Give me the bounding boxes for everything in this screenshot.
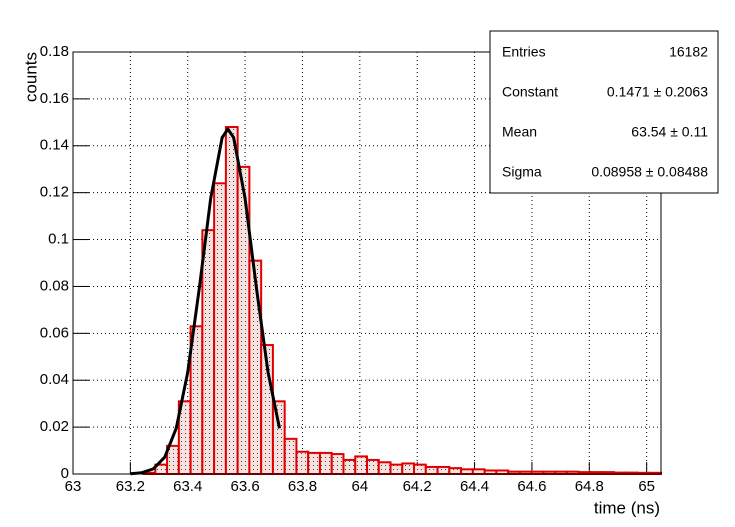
histogram-bar: [283, 437, 298, 476]
x-tick-label: 65: [638, 478, 655, 495]
fit-curve: [130, 127, 281, 476]
x-tick-label: 63: [65, 478, 82, 495]
y-tick-label: 0.12: [40, 184, 69, 201]
y-tick-label: 0.1: [48, 231, 69, 248]
histogram-bar: [248, 259, 263, 475]
y-tick-label: 0.16: [40, 90, 69, 107]
x-axis-title: time (ns): [594, 498, 660, 517]
histogram-bar: [342, 458, 357, 475]
stats-value: 0.08958 ± 0.08488: [591, 164, 708, 180]
histogram-bar: [483, 469, 498, 476]
histogram-bar: [307, 451, 321, 475]
histogram-bar: [366, 458, 380, 475]
x-tick-label: 64.8: [575, 478, 604, 495]
y-tick-label: 0.14: [40, 137, 69, 154]
y-tick-label: 0.04: [40, 371, 69, 388]
x-tick-label: 64.2: [403, 478, 432, 495]
histogram-bar: [436, 465, 451, 476]
stats-label: Mean: [502, 124, 537, 140]
x-tick-label: 63.6: [230, 478, 259, 495]
y-tick-label: 0.08: [40, 277, 69, 294]
stats-label: Sigma: [502, 164, 542, 180]
y-tick-label: 0.18: [40, 43, 69, 60]
histogram-bar: [471, 468, 486, 475]
x-tick-label: 64: [351, 478, 368, 495]
stats-label: Entries: [502, 44, 546, 60]
y-tick-label: 0.06: [40, 324, 69, 341]
histogram-bar: [401, 462, 416, 476]
histogram-bar: [318, 451, 333, 475]
y-tick-label: 0: [61, 465, 69, 482]
x-tick-label: 63.2: [116, 478, 145, 495]
histogram-bar: [448, 467, 463, 475]
histogram-bar: [213, 182, 227, 476]
histogram-bar: [424, 465, 439, 476]
x-tick-label: 63.8: [288, 478, 317, 495]
x-tick-label: 64.6: [517, 478, 546, 495]
stats-box: [489, 30, 719, 194]
histogram-bar: [495, 469, 510, 476]
histogram-bar: [295, 450, 310, 476]
x-tick-label: 64.4: [460, 478, 489, 495]
stats-label: Constant: [502, 84, 558, 100]
histogram-bar: [377, 461, 392, 475]
plot-border: [72, 51, 662, 475]
x-tick-label: 63.4: [173, 478, 202, 495]
stats-value: 16182: [669, 44, 708, 60]
histogram-bar: [354, 455, 368, 475]
histogram-bar: [224, 126, 239, 476]
histogram-bar: [389, 463, 404, 476]
stats-value: 0.1471 ± 0.2063: [607, 84, 708, 100]
histogram-bar: [413, 463, 427, 476]
histogram-bar: [330, 453, 345, 476]
y-tick-label: 0.02: [40, 418, 69, 435]
stats-value: 63.54 ± 0.11: [631, 124, 708, 140]
histogram-bar: [201, 229, 216, 475]
y-axis-title: counts: [21, 52, 40, 102]
histogram-bar: [460, 468, 474, 475]
histogram-bar: [271, 400, 286, 476]
